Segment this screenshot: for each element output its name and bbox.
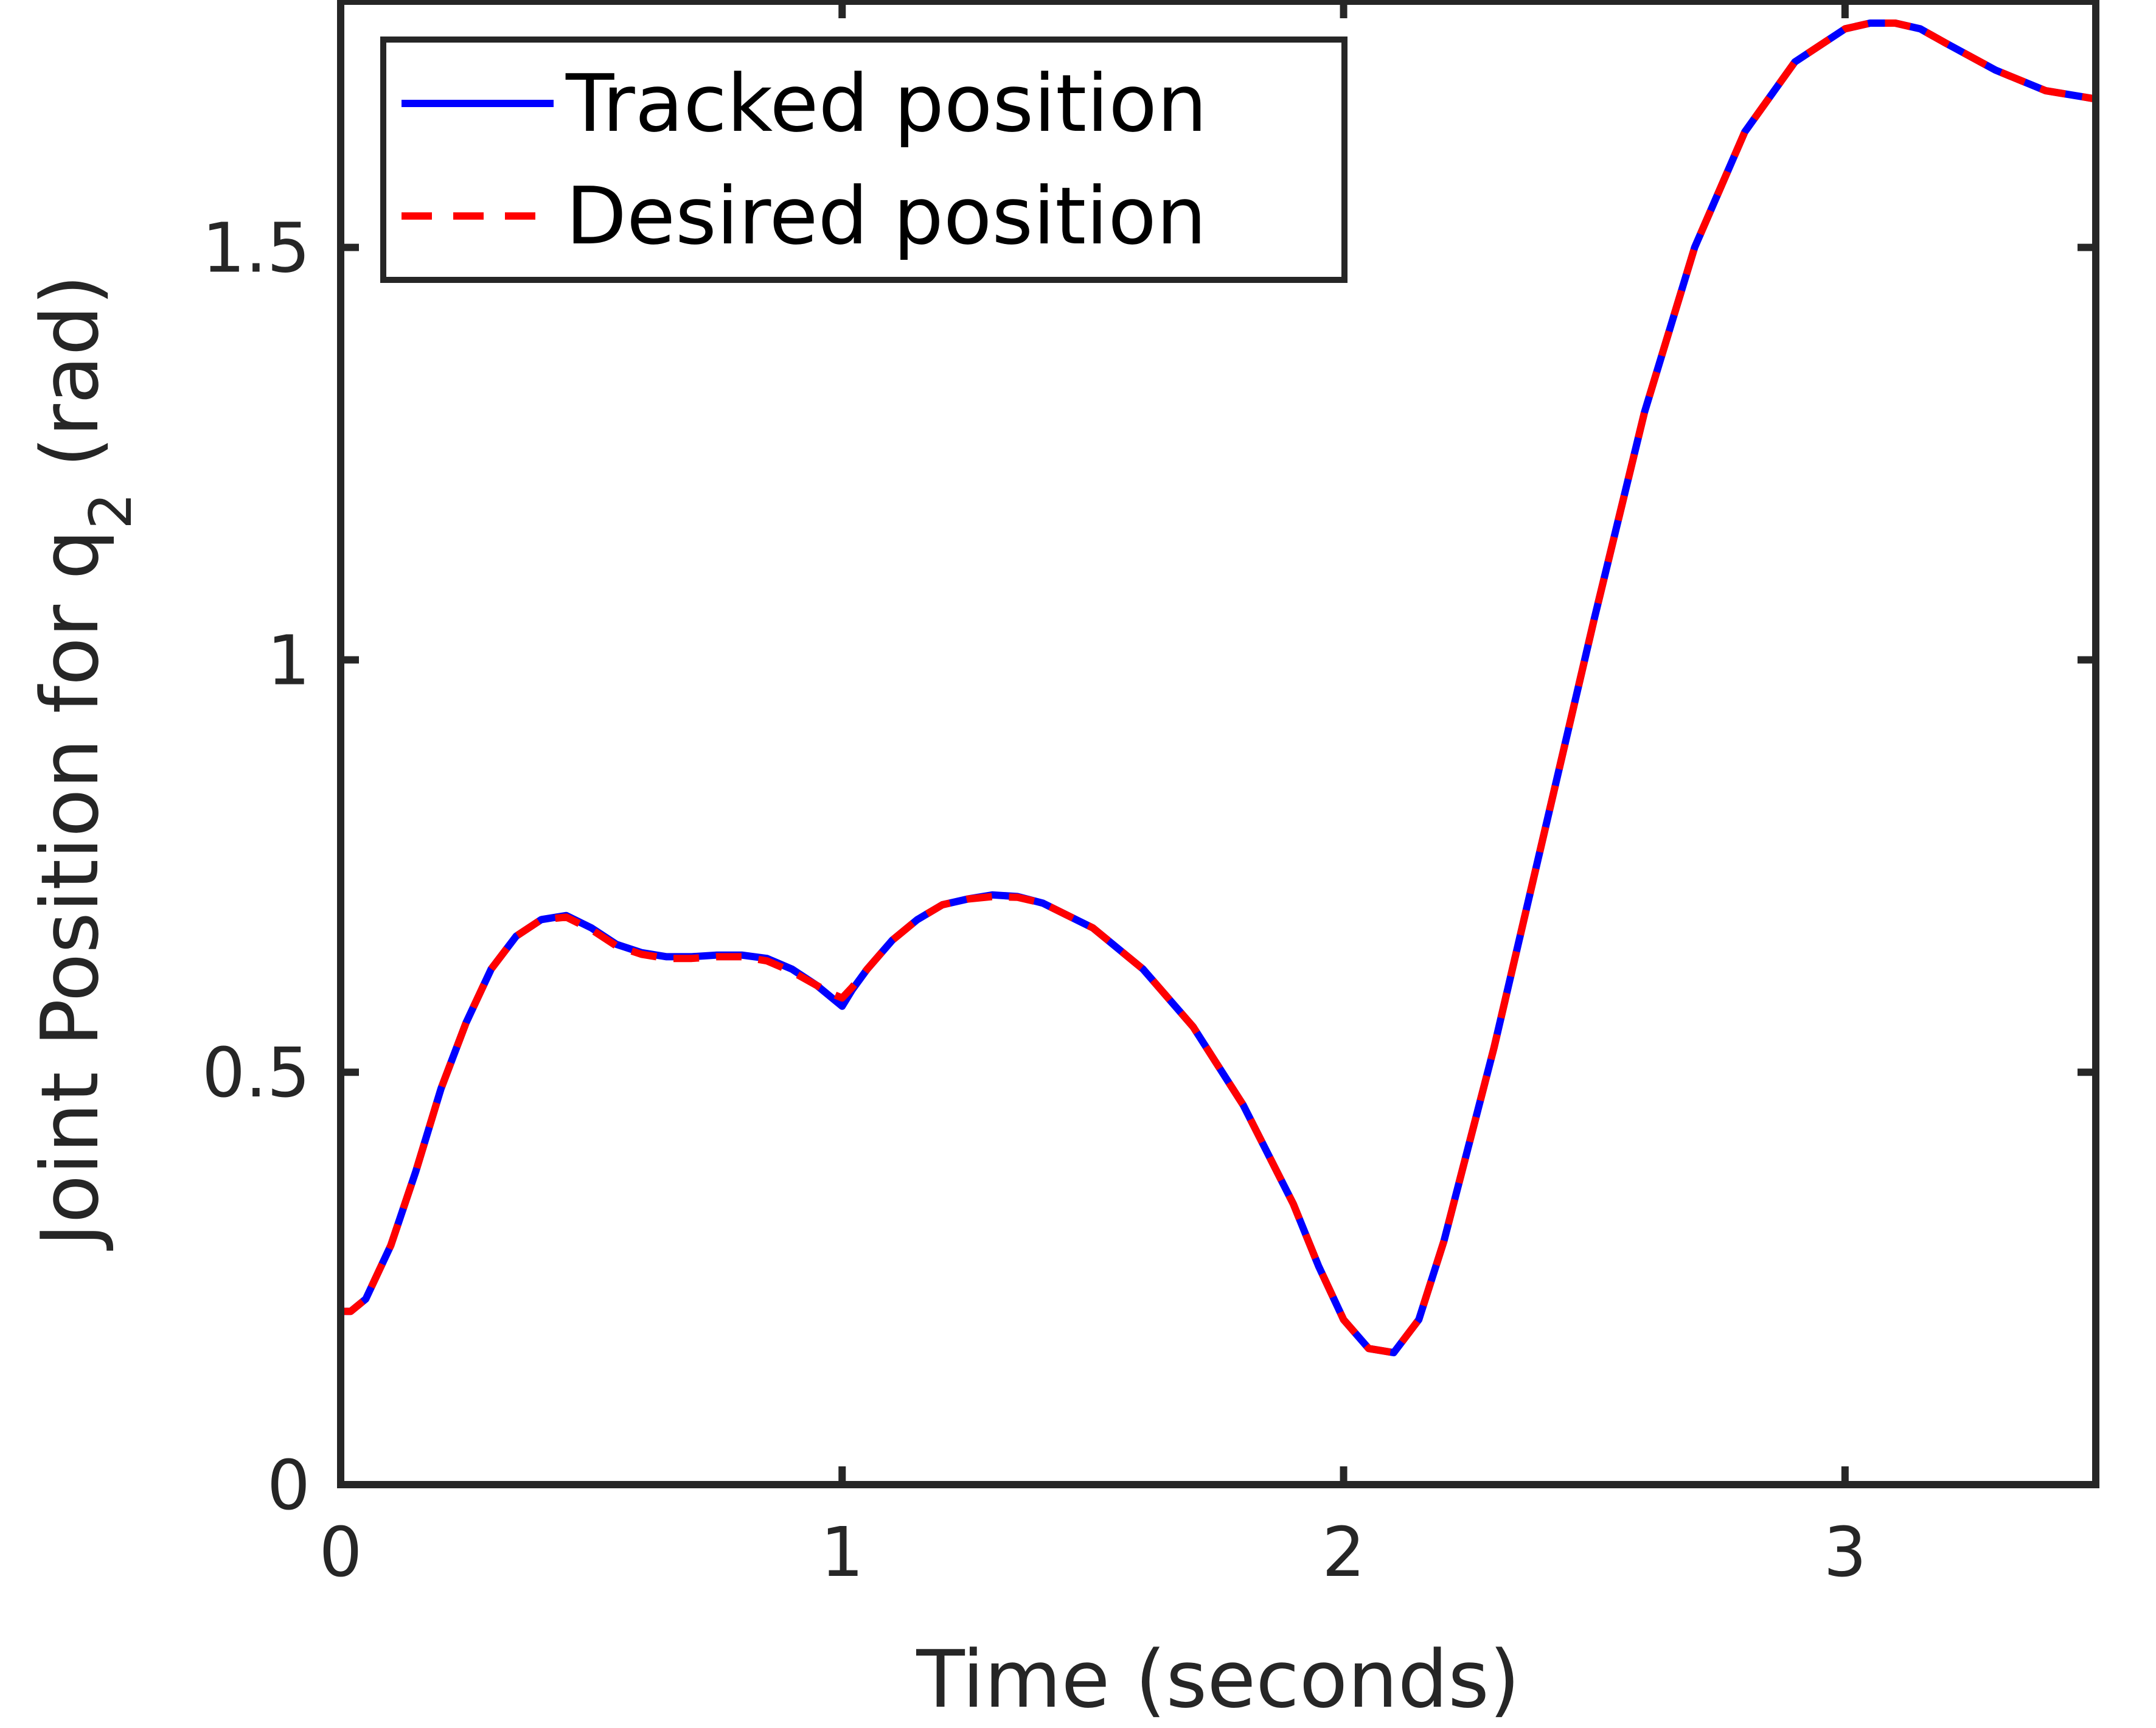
series-layer <box>341 19 2096 1357</box>
series-line-desired <box>341 19 2096 1357</box>
y-axis-label-main: Joint Position for q <box>24 529 116 1251</box>
x-tick-label: 2 <box>1322 1513 1365 1592</box>
y-axis-label-unit: (rad) <box>24 274 116 492</box>
legend-label-tracked: Tracked position <box>565 57 1207 150</box>
legend: Tracked position Desired position <box>380 37 1348 283</box>
x-tick-label: 3 <box>1823 1513 1866 1592</box>
x-tick-label: 1 <box>821 1513 864 1592</box>
legend-box <box>380 37 1348 283</box>
plot-frame <box>337 0 2099 1488</box>
y-axis-label: Joint Position for q2 (rad) <box>24 274 145 1251</box>
y-tick-label: 0.5 <box>202 1034 310 1113</box>
ticks-layer: 0 1 2 3 0 0.5 1 1.5 <box>202 0 2096 1592</box>
y-tick-label: 1 <box>267 621 310 700</box>
y-tick-label: 0 <box>267 1446 310 1525</box>
y-tick-label: 1.5 <box>202 209 310 288</box>
axes-layer <box>337 0 2099 1488</box>
x-axis-label: Time (seconds) <box>916 1633 1520 1725</box>
y-axis-label-subscript: 2 <box>78 493 145 529</box>
x-tick-label: 0 <box>319 1513 362 1592</box>
legend-label-desired: Desired position <box>566 170 1206 262</box>
